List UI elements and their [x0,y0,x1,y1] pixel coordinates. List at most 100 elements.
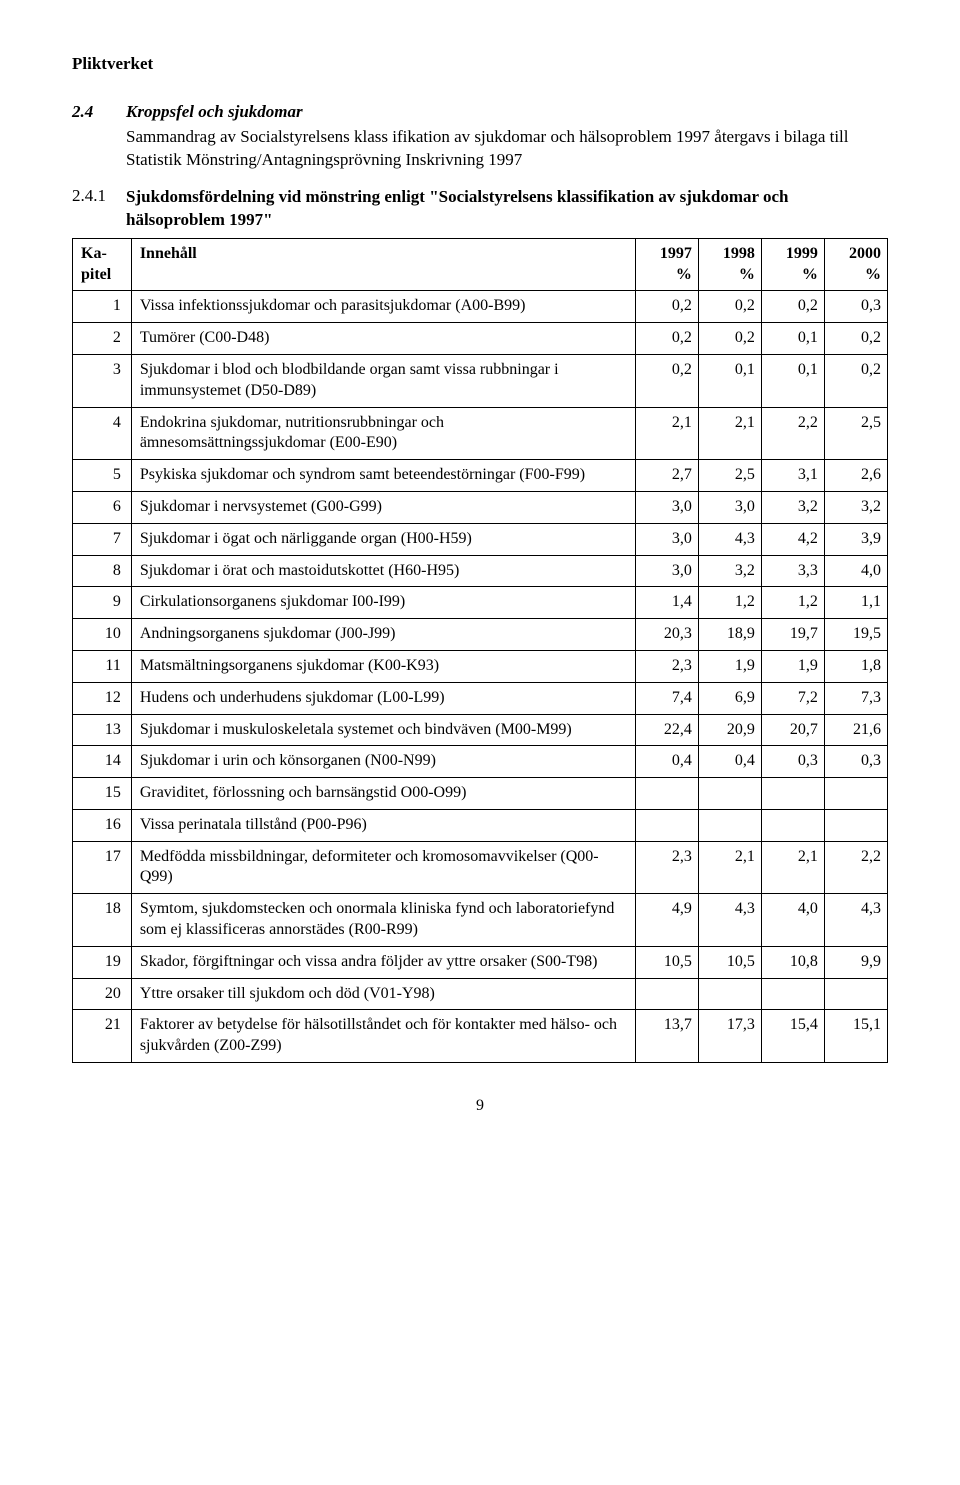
cell-value: 3,2 [698,555,761,587]
cell-value [824,778,887,810]
cell-value: 15,4 [761,1010,824,1063]
cell-value: 10,8 [761,946,824,978]
cell-value: 0,2 [824,354,887,407]
table-row: 14Sjukdomar i urin och könsorganen (N00-… [73,746,888,778]
cell-innehall: Matsmältningsorganens sjukdomar (K00-K93… [131,650,635,682]
cell-value: 2,3 [635,841,698,894]
cell-value: 2,5 [698,460,761,492]
cell-innehall: Hudens och underhudens sjukdomar (L00-L9… [131,682,635,714]
cell-kapitel: 8 [73,555,132,587]
cell-value: 10,5 [698,946,761,978]
cell-kapitel: 6 [73,491,132,523]
cell-value [635,978,698,1010]
data-table: Ka-pitel Innehåll 1997% 1998% 1999% 2000… [72,238,888,1063]
cell-value: 3,0 [635,555,698,587]
cell-value: 20,7 [761,714,824,746]
cell-kapitel: 20 [73,978,132,1010]
cell-value [698,809,761,841]
cell-value: 0,2 [824,323,887,355]
table-row: 17Medfödda missbildningar, deformiteter … [73,841,888,894]
organization-header: Pliktverket [72,54,888,74]
cell-value: 0,3 [824,746,887,778]
cell-innehall: Yttre orsaker till sjukdom och död (V01-… [131,978,635,1010]
cell-kapitel: 2 [73,323,132,355]
section-number: 2.4 [72,102,126,122]
table-row: 11Matsmältningsorganens sjukdomar (K00-K… [73,650,888,682]
cell-innehall: Faktorer av betydelse för hälsotillstånd… [131,1010,635,1063]
cell-value: 3,2 [761,491,824,523]
cell-value: 0,1 [761,323,824,355]
cell-kapitel: 19 [73,946,132,978]
cell-kapitel: 9 [73,587,132,619]
page-number: 9 [72,1097,888,1115]
cell-kapitel: 7 [73,523,132,555]
cell-value: 20,9 [698,714,761,746]
cell-value: 4,3 [698,523,761,555]
table-row: 6Sjukdomar i nervsystemet (G00-G99)3,03,… [73,491,888,523]
cell-innehall: Graviditet, förlossning och barnsängstid… [131,778,635,810]
col-1999: 1999% [761,238,824,291]
cell-kapitel: 14 [73,746,132,778]
cell-value [635,778,698,810]
table-row: 12Hudens och underhudens sjukdomar (L00-… [73,682,888,714]
cell-value: 0,2 [635,354,698,407]
cell-kapitel: 12 [73,682,132,714]
cell-kapitel: 16 [73,809,132,841]
cell-value: 22,4 [635,714,698,746]
cell-value: 19,7 [761,619,824,651]
cell-value: 13,7 [635,1010,698,1063]
cell-value: 18,9 [698,619,761,651]
cell-value [824,809,887,841]
cell-value: 1,8 [824,650,887,682]
table-row: 5Psykiska sjukdomar och syndrom samt bet… [73,460,888,492]
cell-innehall: Tumörer (C00-D48) [131,323,635,355]
cell-kapitel: 5 [73,460,132,492]
cell-value [698,978,761,1010]
subsection-number: 2.4.1 [72,186,126,232]
subsection-title: Sjukdomsfördelning vid mönstring enligt … [126,186,888,232]
cell-value: 4,2 [761,523,824,555]
cell-innehall: Endokrina sjukdomar, nutritionsrubbninga… [131,407,635,460]
cell-value: 10,5 [635,946,698,978]
cell-value: 2,6 [824,460,887,492]
cell-innehall: Medfödda missbildningar, deformiteter oc… [131,841,635,894]
table-row: 1Vissa infektionssjukdomar och parasitsj… [73,291,888,323]
table-row: 18Symtom, sjukdomstecken och onormala kl… [73,894,888,947]
cell-innehall: Sjukdomar i nervsystemet (G00-G99) [131,491,635,523]
cell-innehall: Sjukdomar i muskuloskeletala systemet oc… [131,714,635,746]
cell-value: 2,5 [824,407,887,460]
cell-value: 0,2 [698,323,761,355]
cell-value: 2,1 [698,841,761,894]
cell-kapitel: 1 [73,291,132,323]
table-row: 8Sjukdomar i örat och mastoidutskottet (… [73,555,888,587]
cell-value: 3,0 [635,523,698,555]
cell-innehall: Symtom, sjukdomstecken och onormala klin… [131,894,635,947]
cell-value: 4,3 [824,894,887,947]
cell-innehall: Vissa perinatala tillstånd (P00-P96) [131,809,635,841]
cell-value: 7,2 [761,682,824,714]
cell-value: 6,9 [698,682,761,714]
table-row: 15Graviditet, förlossning och barnsängst… [73,778,888,810]
table-row: 10Andningsorganens sjukdomar (J00-J99)20… [73,619,888,651]
cell-value: 0,2 [698,291,761,323]
cell-value: 3,3 [761,555,824,587]
cell-value: 4,0 [824,555,887,587]
cell-value [698,778,761,810]
cell-value: 19,5 [824,619,887,651]
cell-innehall: Sjukdomar i örat och mastoidutskottet (H… [131,555,635,587]
cell-value: 2,1 [635,407,698,460]
cell-value: 0,2 [761,291,824,323]
table-row: 7Sjukdomar i ögat och närliggande organ … [73,523,888,555]
cell-value: 2,1 [761,841,824,894]
col-innehall: Innehåll [131,238,635,291]
cell-value: 1,2 [761,587,824,619]
col-1997: 1997% [635,238,698,291]
cell-innehall: Sjukdomar i blod och blodbildande organ … [131,354,635,407]
table-row: 19Skador, förgiftningar och vissa andra … [73,946,888,978]
cell-value: 0,1 [698,354,761,407]
cell-kapitel: 10 [73,619,132,651]
cell-kapitel: 15 [73,778,132,810]
cell-value: 7,4 [635,682,698,714]
cell-value: 0,2 [635,323,698,355]
cell-value: 1,9 [761,650,824,682]
